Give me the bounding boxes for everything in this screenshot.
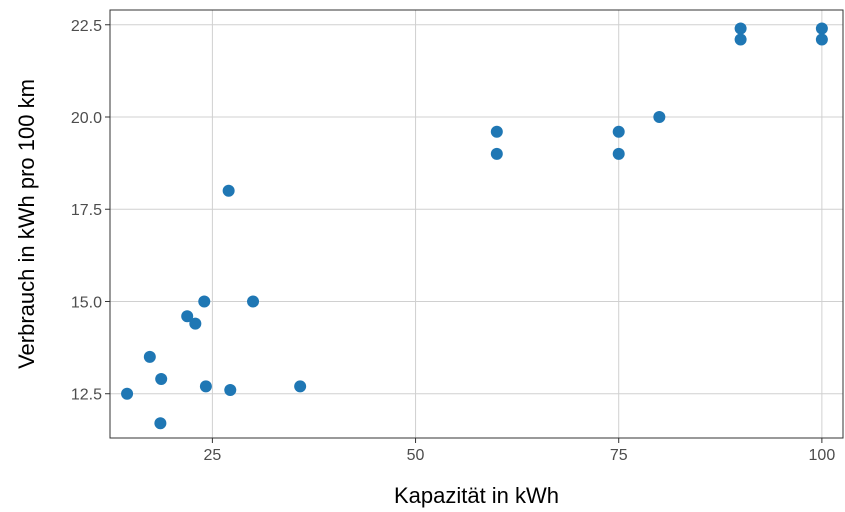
x-tick-label: 50 [407, 447, 425, 464]
data-point [198, 295, 211, 308]
data-point [734, 22, 747, 35]
y-tick-label: 12.5 [71, 387, 102, 404]
data-point [612, 147, 625, 160]
y-axis-title: Verbrauch in kWh pro 100 km [14, 79, 39, 369]
y-tick-label: 15.0 [71, 294, 102, 311]
data-point [815, 33, 828, 46]
data-point [294, 380, 307, 393]
x-tick-label: 100 [809, 447, 836, 464]
data-point [181, 310, 194, 323]
data-point [734, 33, 747, 46]
data-point [247, 295, 260, 308]
x-tick-label: 75 [610, 447, 628, 464]
y-tick-label: 22.5 [71, 18, 102, 35]
x-axis-title: Kapazität in kWh [394, 483, 559, 508]
data-points [121, 22, 828, 430]
data-point [143, 350, 156, 363]
data-point [121, 387, 134, 400]
data-point [154, 417, 167, 430]
data-point [815, 22, 828, 35]
axis-ticks: 25 50 75 100 12.5 15.0 17.5 20.0 22.5 [71, 18, 835, 464]
data-point [222, 184, 235, 197]
data-point [224, 384, 237, 397]
data-point [490, 125, 503, 138]
data-point [189, 317, 202, 330]
x-tick-label: 25 [203, 447, 221, 464]
y-tick-label: 17.5 [71, 202, 102, 219]
y-tick-label: 20.0 [71, 110, 102, 127]
data-point [155, 372, 168, 385]
grid-lines [110, 10, 843, 438]
data-point [490, 147, 503, 160]
data-point [653, 111, 666, 123]
panel-border [109, 9, 844, 439]
data-point [612, 125, 625, 138]
data-point [199, 380, 212, 393]
